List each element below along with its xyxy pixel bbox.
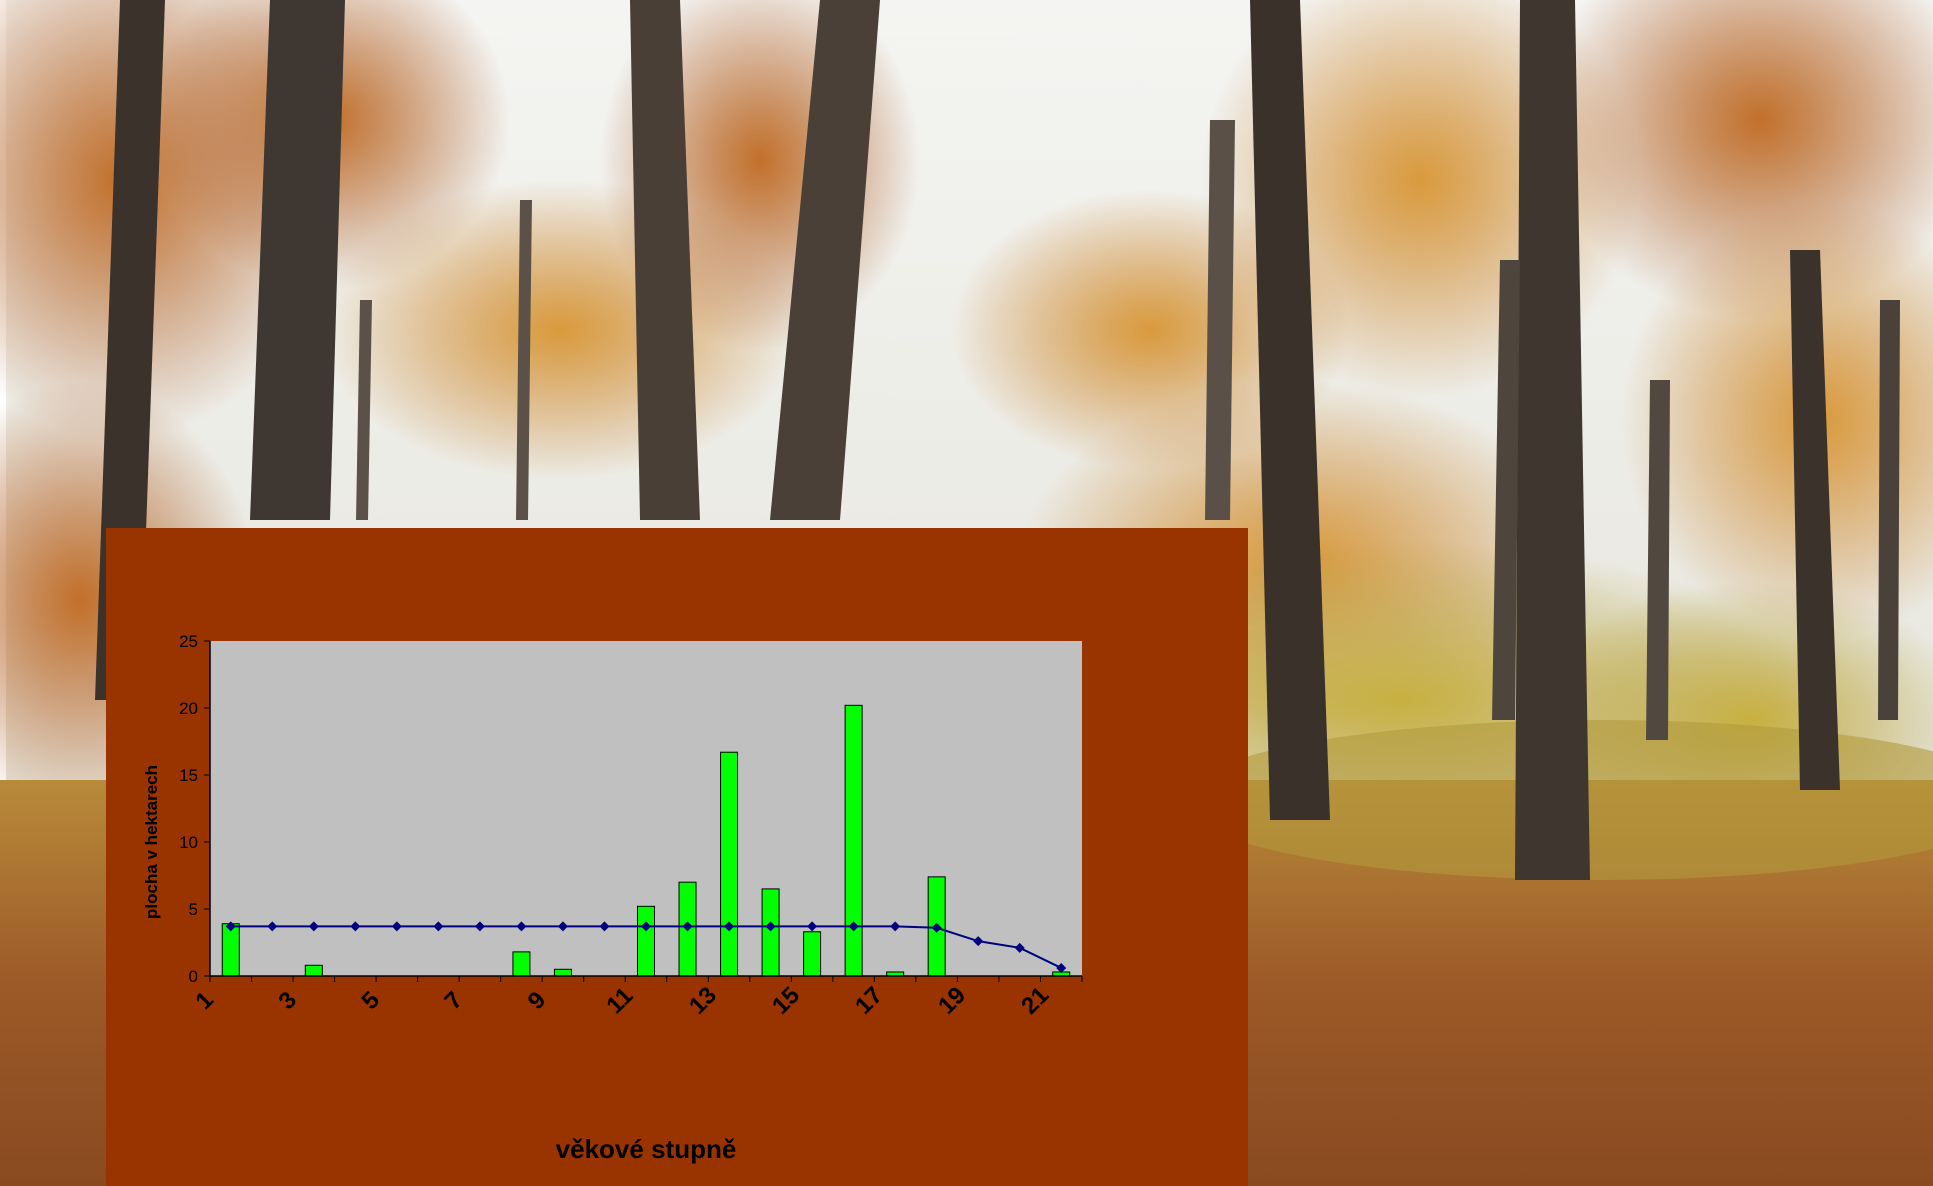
y-tick-labels: 0 5 10 15 20 25	[179, 632, 198, 986]
line-point-12	[682, 921, 693, 932]
x-tick-label: 3	[273, 986, 302, 1015]
y-tick-label: 15	[179, 766, 198, 785]
line-point-13	[724, 921, 735, 932]
x-tick-label: 7	[440, 986, 469, 1015]
line-point-16	[848, 921, 859, 932]
y-tick-label: 0	[189, 967, 198, 986]
bar-11	[637, 905, 655, 977]
bar-15	[803, 931, 822, 977]
axes	[204, 640, 1083, 982]
bar-14	[761, 888, 780, 977]
line-point-19	[973, 936, 984, 947]
line-point-8	[516, 921, 527, 932]
line-point-11	[641, 921, 651, 932]
x-tick-label: 15	[767, 982, 805, 1020]
bar-1	[221, 923, 240, 977]
bar-3	[304, 964, 323, 977]
x-tick-label: 17	[850, 982, 888, 1020]
x-tick-labels: 1 3 5 7 9 11 13 15 17 19 21	[190, 982, 1054, 1020]
x-tick-label: 5	[357, 986, 386, 1015]
x-tick-label: 9	[523, 986, 552, 1015]
x-tick-label: 19	[933, 982, 971, 1020]
line-point-4	[350, 921, 361, 932]
line-point-14	[765, 921, 776, 932]
line-point-21	[1056, 962, 1067, 973]
x-tick-label: 13	[684, 982, 722, 1020]
line-point-1	[225, 921, 236, 932]
bar-13	[720, 751, 739, 977]
y-tick-label: 20	[179, 699, 198, 718]
line-point-3	[308, 921, 319, 932]
line-point-6	[433, 921, 444, 932]
y-tick-label: 5	[189, 900, 198, 919]
line-series	[225, 921, 1067, 973]
line-point-18	[931, 922, 942, 933]
line-point-17	[890, 921, 901, 932]
bar-8	[512, 951, 531, 977]
y-tick-label: 25	[179, 632, 198, 651]
line-point-9	[557, 921, 568, 932]
line-point-20	[1014, 942, 1025, 953]
bar-16	[844, 704, 863, 977]
line-point-7	[474, 921, 485, 932]
bar-9	[553, 968, 572, 977]
chart-panel: 0 5 10 15 20 25 1 3 5 7 9 11 13 15 17 19 21 plocha v he…	[106, 528, 1248, 1186]
line-point-10	[599, 921, 610, 932]
line-point-5	[391, 921, 402, 932]
x-tick-label: 21	[1016, 982, 1054, 1020]
y-axis-title: plocha v hektarech	[142, 765, 161, 919]
line-point-15	[807, 921, 818, 932]
x-tick-label: 1	[190, 986, 219, 1015]
x-tick-label: 11	[601, 982, 638, 1019]
x-axis-title: věkové stupně	[556, 1134, 737, 1164]
y-tick-label: 10	[179, 833, 198, 852]
line-point-2	[267, 921, 278, 932]
